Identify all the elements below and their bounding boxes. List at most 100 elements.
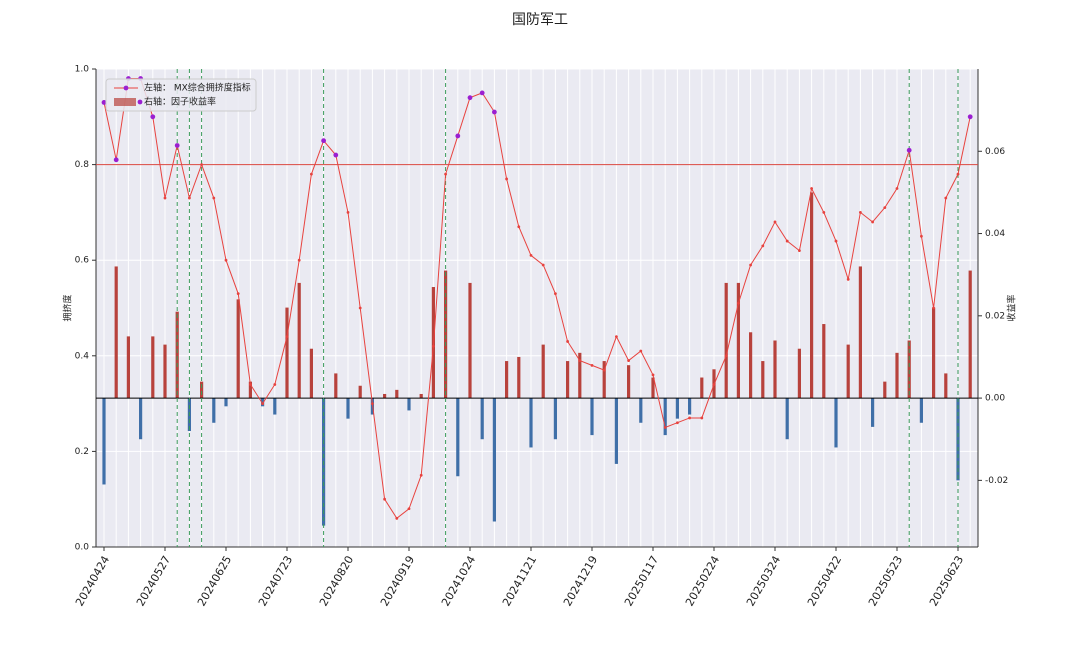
- bar: [407, 398, 411, 411]
- y2-tick-label: 0.06: [985, 147, 1005, 157]
- legend-marker: [123, 85, 129, 91]
- point: [321, 138, 326, 144]
- y2-tick-label: 0.04: [985, 229, 1005, 239]
- x-tick-label: 20250117: [622, 554, 661, 609]
- point: [383, 497, 386, 501]
- point: [310, 172, 313, 176]
- x-tick-label: 20241219: [561, 554, 600, 609]
- point: [906, 147, 912, 153]
- x-tick-label: 20240723: [256, 554, 295, 609]
- bar: [932, 307, 936, 399]
- y-tick-label: 1.0: [75, 65, 90, 75]
- bar: [688, 398, 692, 415]
- line: [103, 78, 971, 520]
- point: [395, 516, 399, 520]
- bar: [492, 398, 496, 522]
- bar: [553, 398, 557, 440]
- bar: [846, 344, 850, 399]
- bar: [212, 398, 216, 423]
- bar: [663, 398, 667, 436]
- bar: [919, 398, 923, 423]
- legend-label: 左轴： MX综合拥挤度指标: [144, 82, 251, 94]
- x-tick-label: 20250523: [866, 554, 905, 609]
- point: [297, 258, 301, 262]
- point: [761, 244, 765, 248]
- y-tick-label: 0.0: [75, 543, 90, 553]
- point: [737, 301, 740, 305]
- point: [371, 402, 374, 405]
- bar: [529, 398, 533, 448]
- point: [261, 402, 264, 405]
- legend-marker: [137, 99, 143, 105]
- bar: [590, 398, 594, 436]
- point: [188, 196, 191, 200]
- point: [224, 258, 228, 262]
- point: [798, 249, 801, 253]
- bar: [785, 398, 789, 440]
- bar: [810, 192, 814, 399]
- y-tick-label: 0.6: [75, 256, 90, 266]
- bar: [358, 385, 362, 399]
- point: [773, 220, 777, 224]
- bar: [114, 266, 118, 399]
- point: [590, 363, 594, 367]
- point: [651, 373, 655, 377]
- point: [101, 100, 107, 105]
- x-tick-label: 20240424: [73, 554, 112, 609]
- point: [700, 416, 704, 420]
- point: [200, 163, 204, 167]
- point: [529, 254, 533, 257]
- point: [566, 340, 569, 343]
- x-tick-label: 20240919: [378, 554, 417, 609]
- point: [724, 354, 728, 358]
- bar: [834, 398, 838, 448]
- bar: [883, 381, 887, 399]
- point: [479, 90, 485, 96]
- bar: [505, 361, 509, 399]
- bar: [175, 311, 179, 399]
- bar: [151, 336, 155, 399]
- x-tick-label: 20240820: [317, 554, 356, 609]
- point: [541, 263, 545, 267]
- point: [467, 95, 473, 101]
- bar: [736, 282, 740, 399]
- bar: [749, 332, 753, 399]
- point: [358, 306, 362, 310]
- bar: [517, 356, 521, 399]
- y2-tick-label: -0.02: [985, 476, 1008, 486]
- bar: [541, 344, 545, 399]
- bar: [480, 398, 484, 440]
- point: [432, 344, 435, 348]
- point: [639, 349, 643, 353]
- bar: [858, 266, 862, 399]
- bar: [675, 398, 679, 419]
- bar: [334, 373, 338, 399]
- bar: [102, 398, 106, 485]
- point: [822, 211, 826, 214]
- y-axis-label: 拥挤度: [62, 294, 74, 321]
- point: [578, 359, 582, 362]
- point: [505, 177, 508, 181]
- bar: [383, 393, 387, 399]
- point: [285, 335, 289, 339]
- point: [444, 172, 447, 176]
- bar: [651, 377, 655, 399]
- bar: [578, 352, 582, 399]
- bar: [248, 381, 252, 399]
- y-tick-label: 0.8: [75, 160, 90, 170]
- plot-background: [96, 69, 978, 547]
- legend-box: [105, 78, 257, 112]
- bar: [456, 398, 460, 477]
- point: [785, 239, 789, 243]
- point: [883, 206, 887, 210]
- point: [944, 196, 948, 200]
- point: [859, 211, 862, 214]
- point: [163, 196, 167, 200]
- bar: [273, 398, 277, 415]
- bar: [761, 361, 765, 399]
- chart-title: 国防军工: [512, 12, 568, 28]
- bar: [871, 398, 875, 427]
- legend-swatch: [114, 98, 136, 106]
- y2-tick-label: 0.02: [985, 311, 1005, 321]
